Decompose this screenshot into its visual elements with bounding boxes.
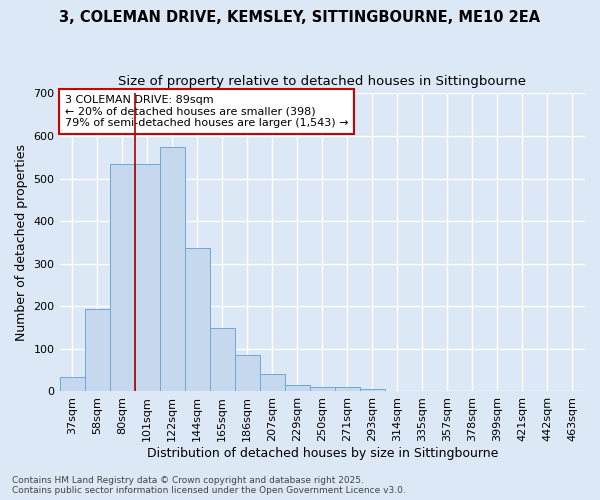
Bar [85, 310, 110, 392]
Bar [360, 390, 385, 392]
X-axis label: Distribution of detached houses by size in Sittingbourne: Distribution of detached houses by size … [146, 447, 498, 460]
Bar [335, 387, 360, 392]
Bar [185, 248, 209, 392]
Text: 3, COLEMAN DRIVE, KEMSLEY, SITTINGBOURNE, ME10 2EA: 3, COLEMAN DRIVE, KEMSLEY, SITTINGBOURNE… [59, 10, 541, 25]
Bar [59, 378, 85, 392]
Title: Size of property relative to detached houses in Sittingbourne: Size of property relative to detached ho… [118, 75, 526, 88]
Bar [209, 328, 235, 392]
Text: Contains HM Land Registry data © Crown copyright and database right 2025.
Contai: Contains HM Land Registry data © Crown c… [12, 476, 406, 495]
Bar [285, 385, 310, 392]
Bar [235, 355, 260, 392]
Bar [310, 387, 335, 392]
Y-axis label: Number of detached properties: Number of detached properties [15, 144, 28, 341]
Bar [260, 374, 285, 392]
Bar [110, 164, 134, 392]
Bar [160, 146, 185, 392]
Bar [134, 164, 160, 392]
Text: 3 COLEMAN DRIVE: 89sqm
← 20% of detached houses are smaller (398)
79% of semi-de: 3 COLEMAN DRIVE: 89sqm ← 20% of detached… [65, 95, 348, 128]
